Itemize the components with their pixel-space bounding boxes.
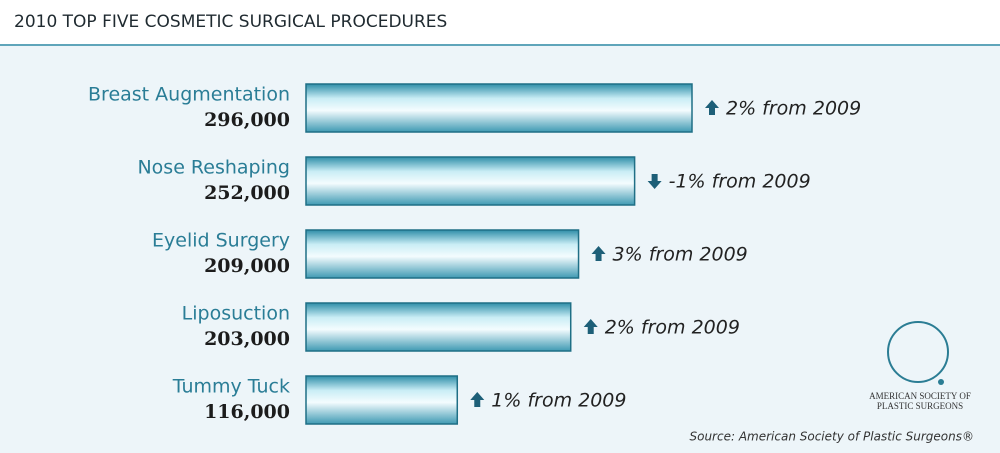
change-label: 1% from 2009 <box>491 390 626 412</box>
bar <box>305 375 459 425</box>
change-arrow <box>470 392 485 407</box>
change-arrow <box>647 174 662 189</box>
category-label: Nose Reshaping <box>137 157 290 179</box>
change-label: 2% from 2009 <box>605 317 740 339</box>
category-label: Eyelid Surgery <box>152 230 290 252</box>
bar <box>305 302 572 352</box>
value-label: 203,000 <box>204 328 290 350</box>
bar <box>305 83 693 133</box>
change-label: 2% from 2009 <box>726 98 861 120</box>
category-label: Tummy Tuck <box>172 376 290 398</box>
change-arrow <box>705 100 719 115</box>
bar <box>305 229 580 279</box>
category-label: Breast Augmentation <box>88 84 290 106</box>
bar <box>305 156 636 206</box>
value-label: 252,000 <box>204 182 290 204</box>
value-label: 116,000 <box>204 401 290 423</box>
source: Source: American Society of Plastic Surg… <box>689 430 974 444</box>
change-label: -1% from 2009 <box>669 171 811 193</box>
category-label: Liposuction <box>182 303 290 325</box>
value-label: 296,000 <box>204 109 290 131</box>
logo-text: PLASTIC SURGEONS <box>877 401 963 411</box>
change-arrow <box>591 246 606 261</box>
change-arrow <box>583 319 598 334</box>
change-label: 3% from 2009 <box>613 244 748 266</box>
chart-title: 2010 TOP FIVE COSMETIC SURGICAL PROCEDUR… <box>14 12 447 32</box>
value-label: 209,000 <box>204 255 290 277</box>
logo-dot <box>938 379 944 385</box>
title-bar <box>0 0 1000 44</box>
logo-text: AMERICAN SOCIETY OF <box>869 391 971 401</box>
logo-ring <box>887 321 949 383</box>
